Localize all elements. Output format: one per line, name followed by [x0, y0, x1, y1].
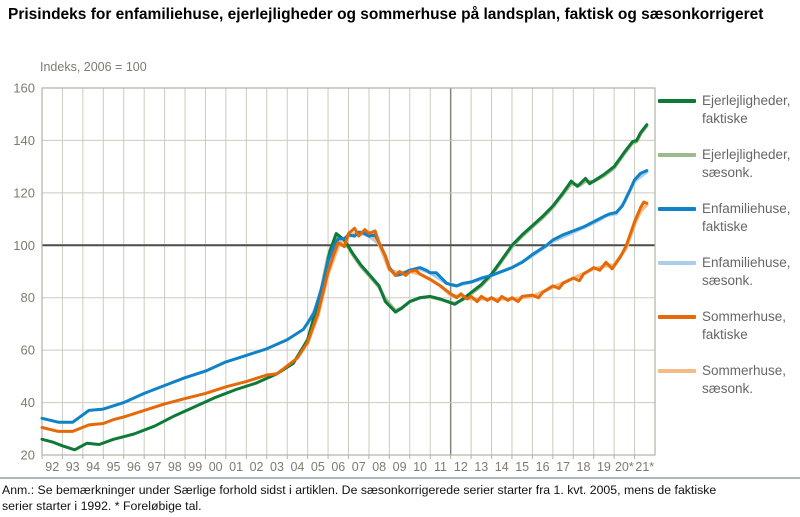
x-tick-label: 02: [250, 460, 264, 474]
legend-line-swatch: [658, 369, 696, 374]
price-index-line-chart: 20 40 60 80 100 120 140 160 92 93 94 95 96 97 98 99 00 01…: [13, 81, 656, 474]
x-tick-label: 99: [188, 460, 202, 474]
y-tick-label: 140: [13, 133, 35, 148]
x-tick-label: 20*: [615, 460, 634, 474]
footnote-divider: [0, 477, 800, 479]
legend-label: Ejerlejligheder, sæsonk.: [702, 147, 791, 180]
x-tick-label: 01: [229, 460, 243, 474]
legend-label: Ejerlejligheder, faktiske: [702, 93, 791, 126]
series-line-sommerhuse-faktiske: [40, 200, 649, 433]
x-tick-label: 11: [434, 460, 447, 474]
x-tick-label: 06: [331, 460, 345, 474]
legend-item: Sommerhuse, faktiske: [658, 308, 798, 343]
legend-line-swatch: [658, 99, 696, 103]
x-tick-label: 05: [311, 460, 325, 474]
legend-item: Ejerlejligheder, sæsonk.: [658, 146, 798, 181]
y-tick-label: 40: [21, 395, 35, 410]
y-tick-label: 60: [21, 343, 35, 358]
legend-item: Enfamiliehuse, sæsonk.: [658, 254, 798, 289]
x-tick-label: 12: [454, 460, 468, 474]
x-tick-label: 04: [290, 460, 304, 474]
legend-line-swatch: [658, 153, 696, 158]
x-tick-label: 09: [393, 460, 407, 474]
x-tick-label: 21*: [635, 460, 654, 474]
x-tick-label: 10: [413, 460, 427, 474]
chart-legend: Ejerlejligheder, faktiske Ejerlejligheder…: [658, 92, 798, 417]
y-tick-label: 80: [21, 290, 35, 305]
legend-line-swatch: [658, 207, 696, 212]
legend-label: Sommerhuse, faktiske: [702, 309, 787, 342]
legend-label: Enfamiliehuse, faktiske: [702, 201, 791, 234]
legend-item: Enfamiliehuse, faktiske: [658, 200, 798, 235]
x-tick-label: 08: [372, 460, 386, 474]
y-tick-label: 100: [13, 238, 35, 253]
y-tick-label: 160: [13, 81, 35, 96]
legend-label: Sommerhuse, sæsonk.: [702, 363, 787, 397]
x-tick-label: 16: [536, 460, 550, 474]
y-tick-label: 20: [21, 448, 35, 463]
x-tick-label: 15: [515, 460, 529, 474]
x-tick-label: 07: [352, 460, 366, 474]
x-tick-label: 94: [86, 460, 100, 474]
footnote-text: Anm.: Se bemærkninger under Særlige forh…: [2, 483, 717, 513]
chart-title: Prisindeks for enfamiliehuse, ejerlejlig…: [8, 6, 764, 23]
legend-label: Enfamiliehuse, sæsonk.: [702, 255, 791, 288]
x-tick-label: 92: [45, 460, 59, 474]
x-tick-label: 97: [147, 460, 161, 474]
x-tick-label: 93: [66, 460, 80, 474]
legend-item: Ejerlejligheder, faktiske: [658, 92, 798, 127]
x-tick-label: 18: [577, 460, 591, 474]
x-tick-label: 96: [127, 460, 141, 474]
x-tick-label: 95: [107, 460, 121, 474]
series-line-enfamiliehuse-faktiske: [40, 169, 649, 424]
y-tick-label: 120: [13, 185, 35, 200]
x-tick-label: 13: [474, 460, 488, 474]
legend-item: Sommerhuse, sæsonk.: [658, 362, 798, 397]
series-line-sommerhuse-s-sonk: [305, 203, 649, 346]
x-tick-label: 98: [168, 460, 182, 474]
legend-line-swatch: [658, 315, 696, 320]
series-line-ejerlejligheder-faktiske: [40, 123, 649, 452]
legend-line-swatch: [658, 261, 696, 266]
x-tick-label: 14: [495, 460, 509, 474]
x-tick-label: 17: [556, 460, 570, 474]
x-tick-label: 03: [270, 460, 284, 474]
x-tick-label: 19: [597, 460, 611, 474]
x-tick-label: 00: [209, 460, 223, 474]
y-axis-unit-label: Indeks, 2006 = 100: [40, 60, 147, 74]
